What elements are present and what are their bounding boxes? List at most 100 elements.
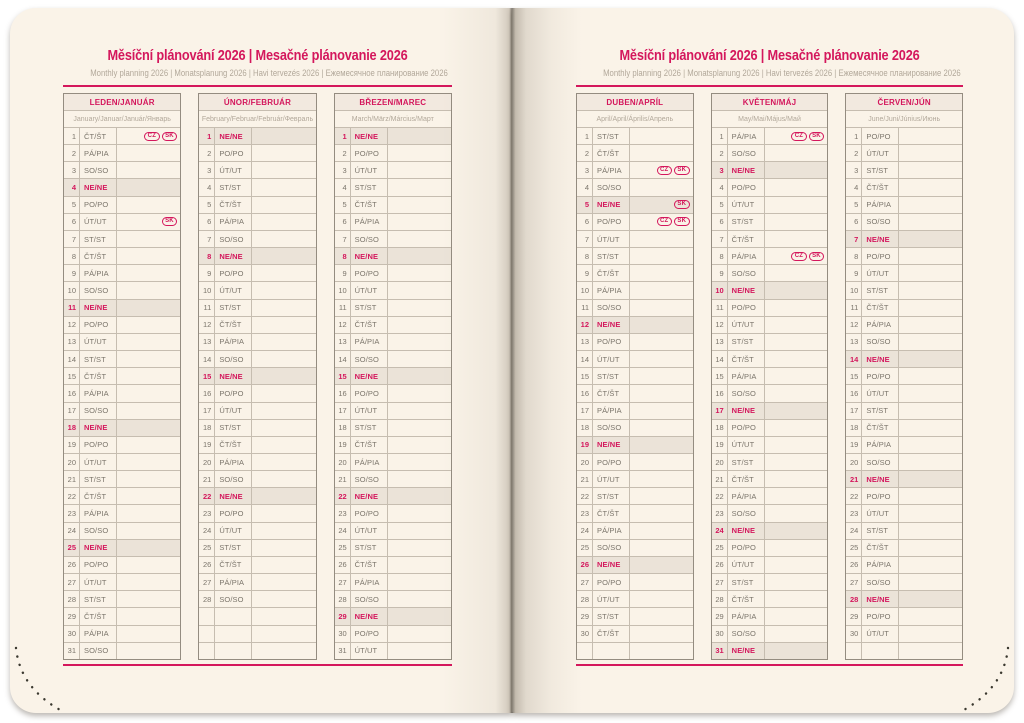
weekday-cell: PÁ/PIA: [351, 333, 388, 351]
weekday-cell: PÁ/PIA: [215, 213, 253, 230]
notes-cell: [252, 214, 315, 230]
weekday-cell: ST/ST: [80, 471, 117, 488]
day-row: 15 PO/PO: [846, 368, 963, 386]
day-number-cell: 12: [846, 316, 863, 333]
day-row: 9 PO/PO: [334, 265, 451, 283]
day-row: 16 ČT/ŠT: [577, 385, 693, 403]
day-row: 13 ÚT/UT: [64, 333, 181, 352]
day-row: 27 ST/ST: [711, 574, 828, 592]
day-number-cell: 30: [64, 625, 80, 642]
day-row: 7 SO/SO: [334, 230, 451, 249]
day-row: 17 ÚT/UT: [199, 402, 316, 420]
day-number-cell: 27: [64, 574, 80, 591]
notes-cell: [388, 454, 451, 470]
day-number-cell: 11: [577, 299, 593, 316]
day-row: 25 ST/ST: [199, 539, 316, 557]
notes-cell: [388, 437, 451, 453]
weekday-cell: ÚT/UT: [593, 591, 630, 608]
day-row: 11 PO/PO: [711, 299, 828, 317]
notes-cell: [630, 368, 693, 384]
notes-cell: [899, 540, 962, 556]
day-row: 11 ST/ST: [199, 299, 316, 317]
day-row: 25 ČT/ŠT: [846, 539, 963, 557]
weekday-cell: ÚT/UT: [728, 316, 765, 333]
day-row: 6 ST/ST: [711, 213, 828, 231]
weekday-cell: ST/ST: [862, 282, 900, 299]
day-row: 24 ST/ST: [846, 522, 963, 540]
day-row: 29 NE/NE: [334, 608, 451, 626]
month-table-červen: ČERVEN/JÚN June/Juni/Június/Июнь 1 PO/PO 2 ÚT…: [845, 93, 964, 660]
notes-cell: [765, 437, 828, 453]
day-number-cell: 22: [64, 488, 80, 505]
day-number-cell: 20: [846, 453, 863, 471]
day-number-cell: 1: [712, 128, 728, 145]
notes-cell: [388, 128, 451, 144]
day-row: 17 SO/SO: [64, 402, 181, 420]
notes-cell: [388, 403, 451, 419]
notes-cell: [117, 643, 180, 659]
notes-cell: [765, 488, 828, 504]
day-number-cell: 5: [712, 196, 728, 213]
day-number-cell: 15: [712, 368, 728, 385]
day-row: 1 PO/PO: [846, 128, 963, 146]
weekday-cell: NE/NE: [351, 608, 388, 625]
day-row: 1 PÁ/PIA CZ SK: [711, 128, 828, 146]
day-row: 5 PO/PO: [64, 196, 181, 214]
weekday-cell: SO/SO: [215, 591, 253, 608]
notes-cell: [388, 643, 451, 659]
notes-cell: [252, 334, 315, 350]
day-number-cell: 24: [846, 522, 863, 539]
notes-cell: [388, 471, 451, 487]
notes-cell: [765, 505, 828, 521]
day-number-cell: 3: [846, 162, 863, 179]
day-row: 30 ÚT/UT: [846, 625, 963, 643]
day-row: 25 PO/PO: [711, 539, 828, 557]
day-row: 30 PO/PO: [334, 625, 451, 643]
weekday-cell: SO/SO: [80, 642, 117, 659]
notes-cell: [252, 145, 315, 161]
notes-cell: [388, 351, 451, 367]
months-row: DUBEN/APRÍL April/April/Április/Апрель 1 ST…: [576, 93, 964, 660]
day-number-cell: 30: [712, 625, 728, 642]
page-left: Měsíční plánování 2026 | Mesačné plánova…: [10, 8, 512, 713]
holiday-badge-cz: CZ: [791, 251, 807, 261]
day-row: 30 PÁ/PIA: [64, 625, 181, 643]
day-number-cell: 28: [846, 591, 863, 608]
day-row: 9 ÚT/UT: [846, 265, 963, 283]
day-number-cell: 19: [577, 436, 593, 453]
holiday-badge-sk: SK: [808, 131, 825, 141]
notes-cell: [252, 162, 315, 178]
weekday-cell: ST/ST: [862, 162, 900, 179]
day-number-cell: 9: [577, 265, 593, 282]
weekday-cell: ČT/ŠT: [593, 385, 630, 402]
day-row: 2 PO/PO: [199, 145, 316, 163]
day-row: 10 PÁ/PIA: [577, 282, 693, 300]
notes-cell: [388, 317, 451, 333]
day-row: 12 ČT/ŠT: [334, 316, 451, 334]
weekday-cell: ČT/ŠT: [862, 539, 900, 556]
notes-cell: [899, 471, 962, 487]
weekday-cell: NE/NE: [728, 642, 765, 659]
day-number-cell: 10: [335, 282, 351, 299]
notes-cell: [899, 420, 962, 436]
notes-cell: [899, 488, 962, 504]
weekday-cell: PÁ/PIA: [862, 556, 900, 574]
day-row: 21 ST/ST: [64, 471, 181, 489]
day-number-cell: 22: [712, 488, 728, 505]
day-number-cell: 24: [577, 522, 593, 539]
day-row: 23 ČT/ŠT: [577, 505, 693, 523]
day-row: 7 ČT/ŠT: [711, 230, 828, 249]
month-rows: 1 PÁ/PIA CZ SK 2 SO/SO 3 NE/NE 4 PO/PO 5 ÚT/UT 6 ST/S…: [711, 128, 828, 659]
day-row: 7 SO/SO: [199, 230, 316, 249]
notes-cell: [630, 557, 693, 573]
holiday-badge-sk: SK: [673, 217, 690, 227]
day-number-cell: 16: [64, 385, 80, 402]
day-number-cell: 25: [199, 539, 216, 556]
day-row: 5 NE/NE SK: [577, 196, 693, 214]
day-row: 26 PÁ/PIA: [846, 556, 963, 575]
weekday-cell: PO/PO: [215, 385, 253, 402]
notes-cell: [117, 574, 180, 590]
day-row: 22 PÁ/PIA: [711, 488, 828, 506]
weekday-cell: NE/NE: [593, 436, 630, 453]
notes-cell: [899, 231, 962, 247]
